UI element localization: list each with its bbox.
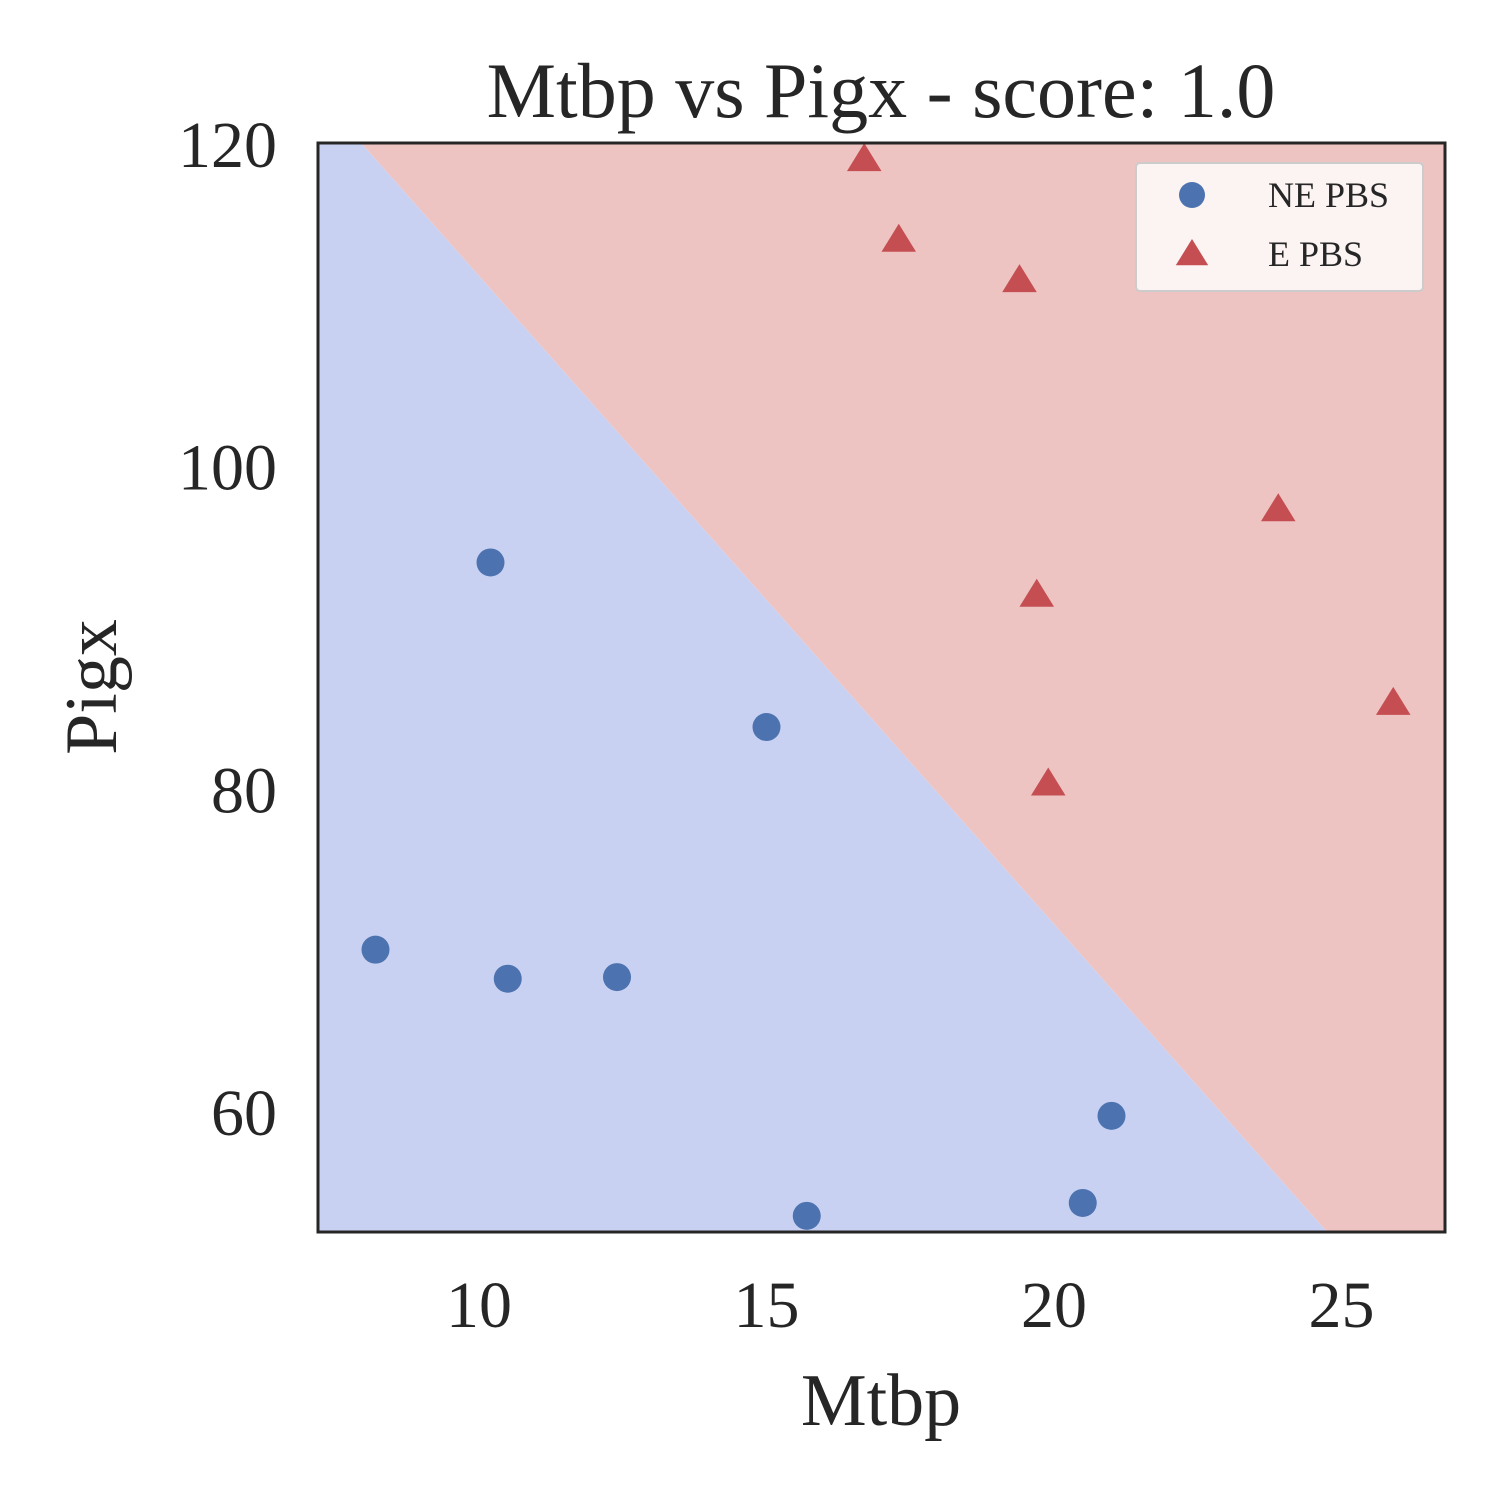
data-point-ne-pbs bbox=[1068, 1188, 1097, 1217]
data-point-ne-pbs bbox=[361, 935, 390, 964]
legend-marker-e-pbs bbox=[1175, 239, 1209, 266]
plot-area bbox=[318, 143, 1445, 1232]
data-point-e-pbs bbox=[1002, 264, 1037, 293]
y-axis-label: Pigx bbox=[51, 619, 133, 755]
data-point-e-pbs bbox=[1019, 578, 1055, 607]
data-point-ne-pbs bbox=[476, 548, 505, 577]
data-point-ne-pbs bbox=[752, 713, 781, 742]
legend-box bbox=[1135, 162, 1424, 292]
points-layer bbox=[361, 143, 1411, 1230]
data-point-e-pbs bbox=[881, 223, 917, 252]
plot-frame bbox=[316, 141, 1447, 1234]
decision-region-e bbox=[361, 143, 1445, 1232]
legend-label: E PBS bbox=[1268, 234, 1363, 274]
legend-entries: NE PBS E PBS bbox=[1175, 175, 1389, 274]
y-axis-ticks: 60 80 100 120 bbox=[178, 109, 277, 1150]
data-point-ne-pbs bbox=[493, 964, 522, 993]
chart-title: Mtbp vs Pigx - score: 1.0 bbox=[487, 47, 1276, 134]
y-tick-label: 120 bbox=[178, 109, 277, 182]
x-tick-label: 10 bbox=[446, 1269, 512, 1342]
x-tick-label: 15 bbox=[734, 1269, 800, 1342]
decision-region-ne bbox=[318, 143, 1328, 1232]
data-point-ne-pbs bbox=[1097, 1101, 1126, 1130]
x-tick-label: 25 bbox=[1309, 1269, 1375, 1342]
y-tick-label: 60 bbox=[211, 1077, 277, 1150]
legend-marker-ne-pbs bbox=[1179, 182, 1205, 208]
y-tick-label: 100 bbox=[178, 432, 277, 505]
legend-label: NE PBS bbox=[1268, 175, 1389, 215]
x-axis-label: Mtbp bbox=[801, 1360, 961, 1442]
x-tick-label: 20 bbox=[1021, 1269, 1087, 1342]
data-point-e-pbs bbox=[1030, 767, 1066, 796]
data-point-e-pbs bbox=[1260, 493, 1296, 522]
y-tick-label: 80 bbox=[211, 754, 277, 827]
x-axis-ticks: 10 15 20 25 bbox=[446, 1269, 1375, 1342]
data-point-ne-pbs bbox=[603, 963, 631, 992]
data-point-e-pbs bbox=[846, 143, 882, 172]
legend: NE PBS E PBS bbox=[1135, 162, 1424, 292]
data-point-ne-pbs bbox=[792, 1201, 821, 1230]
data-point-e-pbs bbox=[1375, 686, 1411, 715]
